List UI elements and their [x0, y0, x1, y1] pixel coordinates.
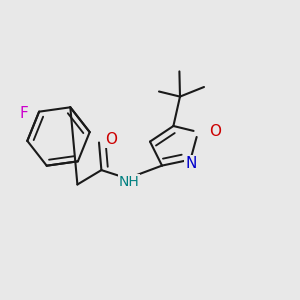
Text: F: F [19, 106, 28, 122]
Text: NH: NH [118, 176, 140, 189]
Text: O: O [105, 132, 117, 147]
Text: O: O [209, 124, 221, 140]
Text: N: N [186, 156, 197, 171]
